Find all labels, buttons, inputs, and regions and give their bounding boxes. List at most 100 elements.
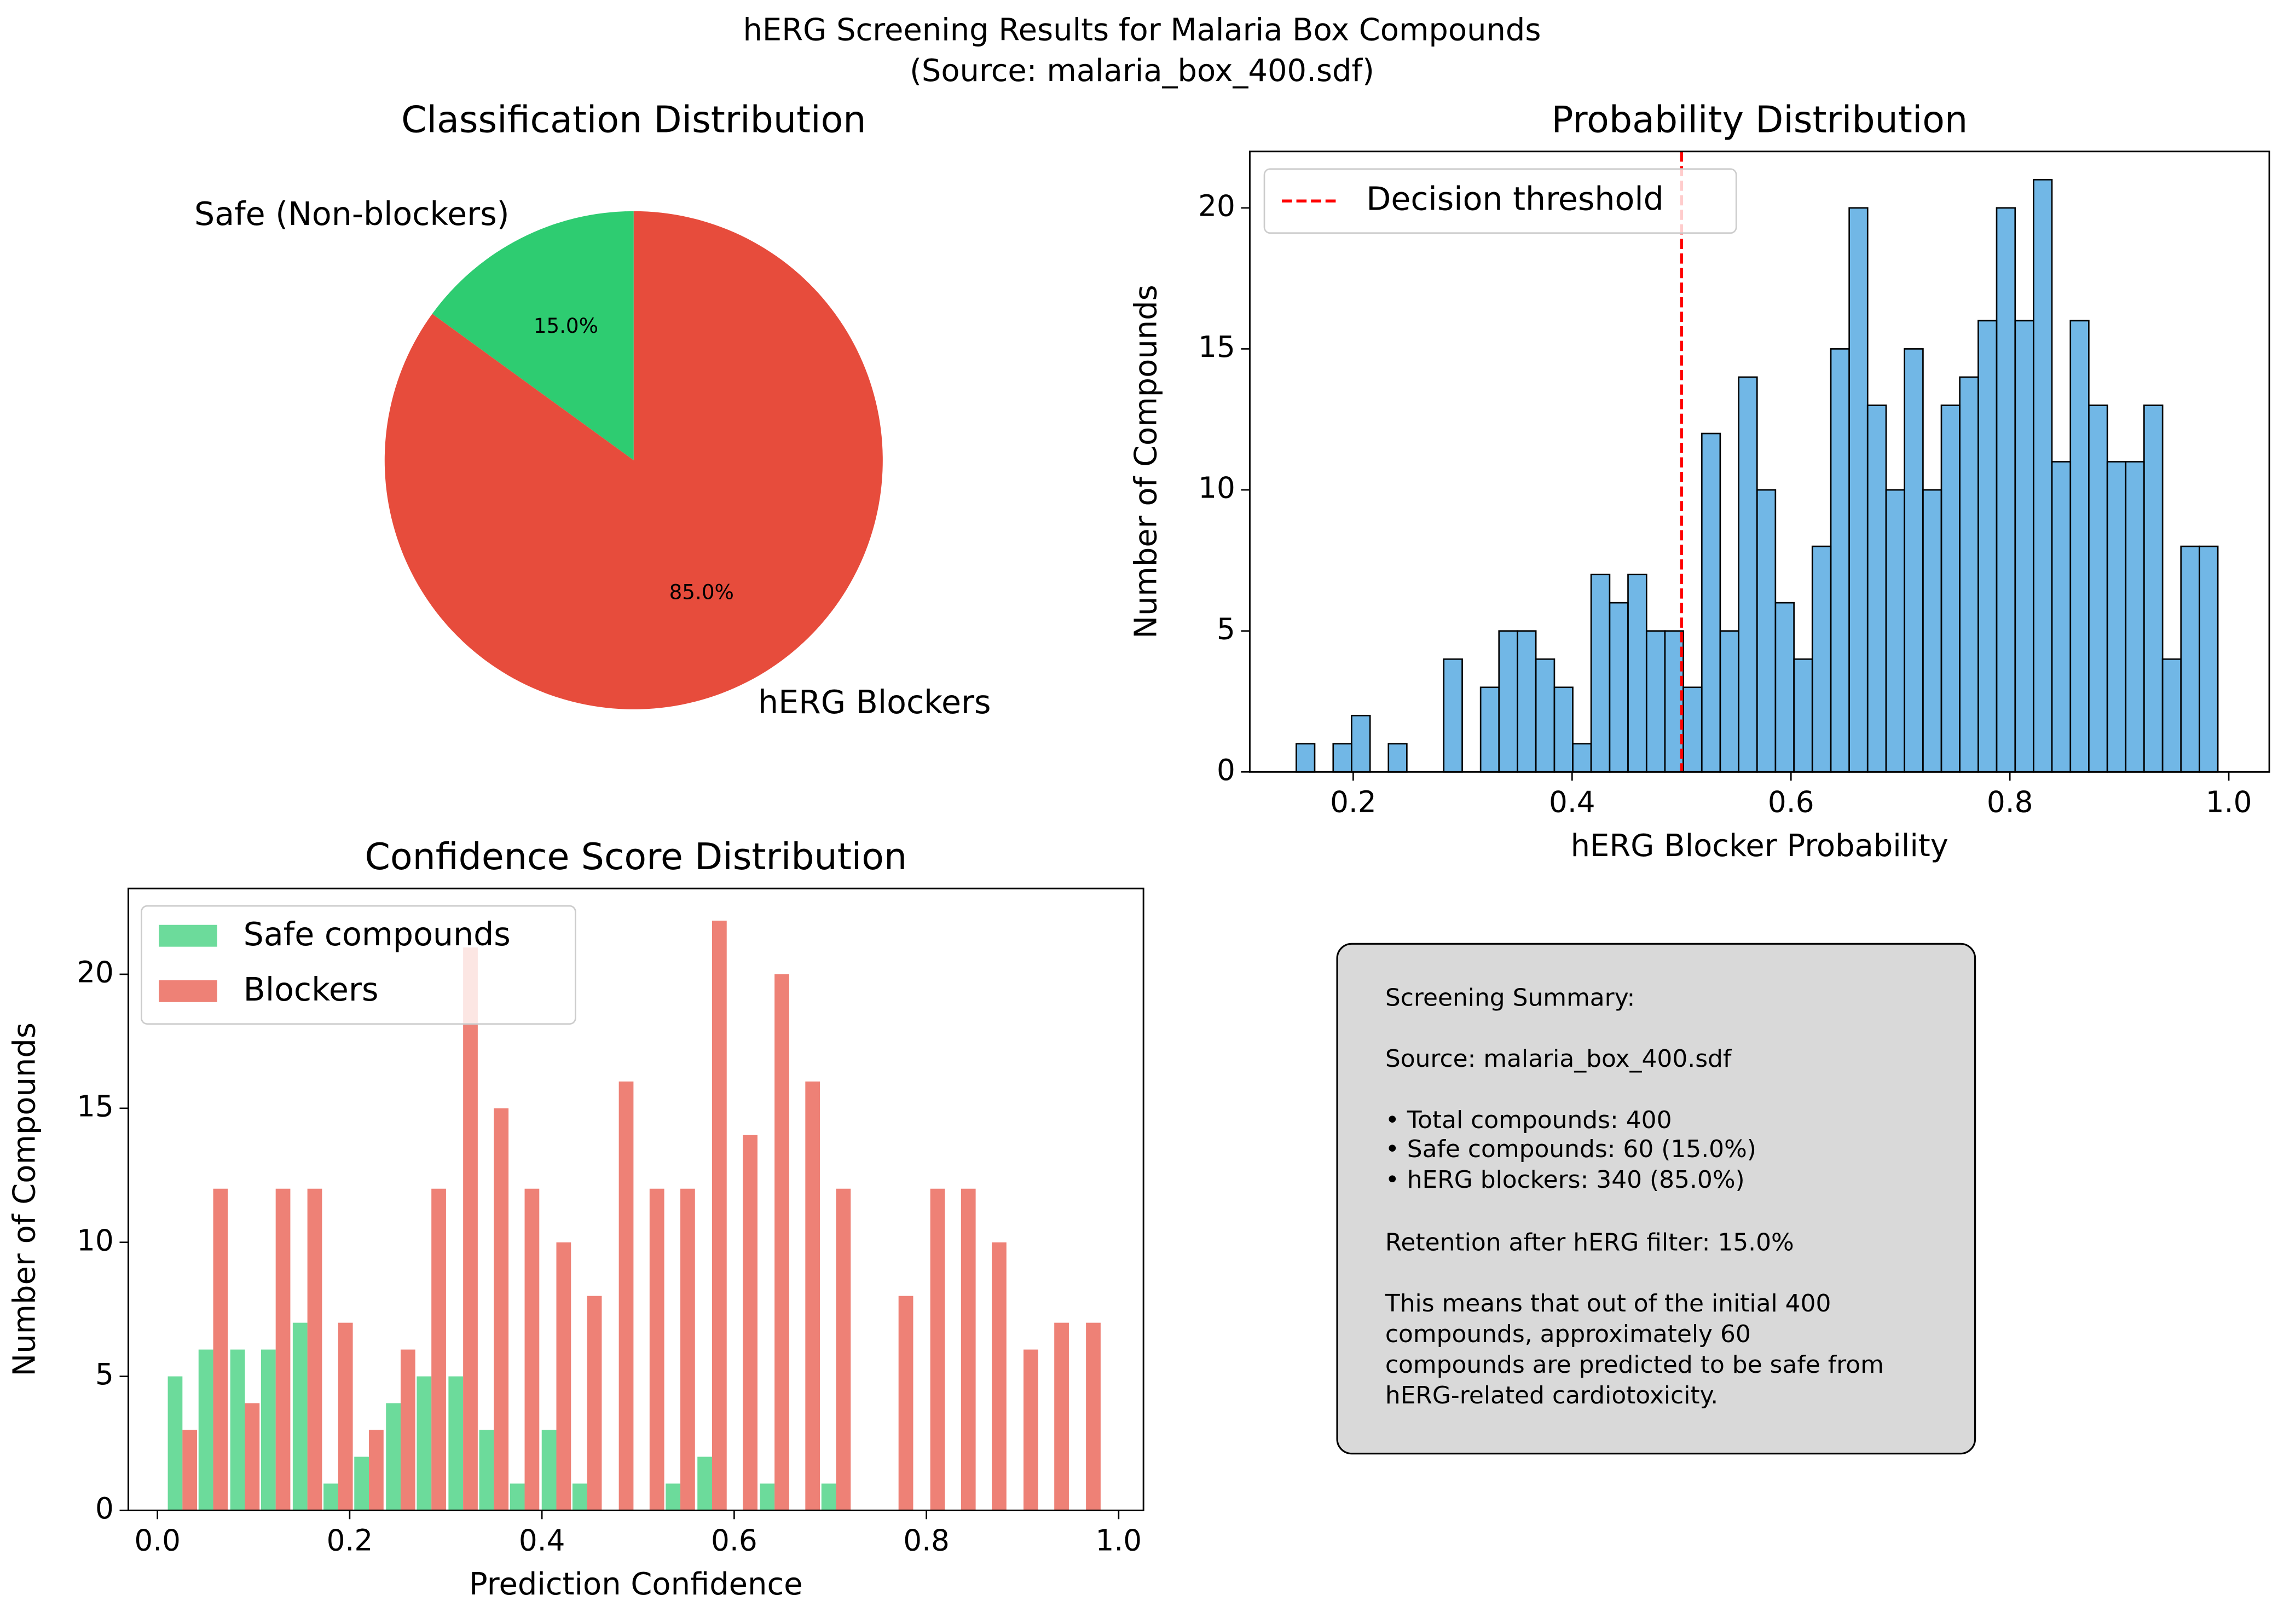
bar — [743, 1135, 758, 1511]
bar — [431, 1188, 446, 1511]
bar — [649, 1188, 664, 1511]
bar — [572, 1483, 587, 1511]
y-tick-label: 0 — [1217, 753, 1235, 787]
bar — [618, 1081, 634, 1511]
histogram-bar — [2088, 404, 2108, 773]
y-tick-label: 20 — [77, 956, 114, 990]
y-axis-label: Number of Compounds — [7, 1022, 42, 1377]
histogram-bar — [1498, 630, 1518, 773]
axes-frame — [127, 887, 1144, 1511]
histogram-bar — [1977, 320, 1998, 773]
histogram-bar — [1535, 658, 1556, 773]
x-tick-label: 0.8 — [903, 1524, 950, 1558]
x-tick-label: 0.8 — [1987, 785, 2033, 819]
y-tick-label: 15 — [77, 1089, 114, 1123]
histogram-bar — [2033, 178, 2053, 773]
histogram-bar — [1572, 743, 1592, 773]
histogram-bar — [1701, 432, 1721, 773]
histogram-bar — [2051, 461, 2072, 773]
legend-swatch — [159, 924, 217, 947]
bar — [292, 1322, 308, 1511]
legend-box — [141, 905, 576, 1025]
bar — [760, 1483, 775, 1511]
x-tick-label: 0.6 — [711, 1524, 758, 1558]
x-tick-label: 0.2 — [327, 1524, 373, 1558]
y-axis-label: Number of Compounds — [1128, 285, 1164, 639]
bar — [479, 1430, 494, 1511]
pie-value-label: 15.0% — [534, 314, 598, 338]
legend-swatch — [159, 980, 217, 1002]
pie-value-label: 85.0% — [669, 580, 734, 604]
chart-title: Confidence Score Distribution — [365, 835, 907, 878]
bar — [930, 1188, 945, 1511]
legend-label: Blockers — [244, 971, 379, 1008]
histogram-bar — [2180, 545, 2200, 773]
summary: Screening Summary: Source: malaria_box_4… — [1385, 984, 1884, 1409]
bar — [961, 1188, 976, 1511]
bar — [167, 1376, 183, 1511]
bar — [821, 1483, 836, 1511]
bar — [836, 1188, 851, 1511]
summary-source: Source: malaria_box_400.sdf — [1385, 1045, 1732, 1073]
summary-bullet: • Total compounds: 400 — [1385, 1106, 1672, 1134]
summary-note: hERG-related cardiotoxicity. — [1385, 1382, 1718, 1409]
summary-bullet: • Safe compounds: 60 (15.0%) — [1385, 1135, 1756, 1163]
summary-retention: Retention after hERG filter: 15.0% — [1385, 1228, 1794, 1256]
x-tick-label: 1.0 — [1096, 1524, 1142, 1558]
bar — [494, 1108, 509, 1511]
bar — [712, 920, 727, 1511]
y-tick-label: 15 — [1198, 330, 1235, 364]
y-tick-label: 10 — [1198, 471, 1235, 505]
summary-note: compounds, approximately 60 — [1385, 1320, 1751, 1348]
histogram-bar — [1351, 714, 1371, 773]
bar — [386, 1403, 401, 1511]
bar — [182, 1430, 198, 1511]
pie-slice — [432, 211, 634, 460]
histogram-bar — [1830, 348, 1850, 773]
histogram-bar — [1904, 348, 1924, 773]
x-tick-label: 0.6 — [1768, 785, 1814, 819]
chart-title: Probability Distribution — [1551, 99, 1968, 141]
bar — [541, 1430, 557, 1511]
histogram-bar — [1296, 743, 1316, 773]
bar — [275, 1188, 291, 1511]
histogram-bar — [1682, 686, 1703, 773]
histogram-bar — [1756, 489, 1777, 773]
histogram-bar — [2014, 320, 2034, 773]
y-tick-label: 5 — [95, 1357, 114, 1391]
bar — [680, 1188, 695, 1511]
bar — [307, 1188, 322, 1511]
legend-label: Decision threshold — [1366, 180, 1663, 217]
suptitle: (Source: malaria_box_400.sdf) — [910, 53, 1374, 89]
summary-heading: Screening Summary: — [1385, 984, 1635, 1012]
bar — [354, 1457, 369, 1511]
bar — [1054, 1322, 1069, 1511]
histogram-bar — [1922, 489, 1942, 773]
bar — [556, 1242, 571, 1511]
x-axis-label: Prediction Confidence — [469, 1567, 802, 1602]
x-tick-label: 0.4 — [519, 1524, 565, 1558]
histogram-bar — [1387, 743, 1408, 773]
bar — [992, 1242, 1007, 1511]
histogram-bar — [1332, 743, 1352, 773]
legend-box — [1263, 168, 1737, 234]
summary-bullet: • hERG blockers: 340 (85.0%) — [1385, 1166, 1745, 1194]
pie-slice — [384, 211, 883, 709]
bar — [587, 1296, 602, 1511]
histogram-bar — [1590, 574, 1611, 773]
x-tick-label: 0.0 — [134, 1524, 181, 1558]
histogram-bar — [1609, 602, 1629, 773]
pie-label: Safe (Non-blockers) — [194, 195, 510, 233]
y-tick-label: 0 — [95, 1492, 114, 1525]
summary-note: This means that out of the initial 400 — [1385, 1290, 1831, 1317]
bar — [245, 1403, 260, 1511]
pie-label: hERG Blockers — [758, 684, 991, 721]
histogram-bar — [1645, 630, 1666, 773]
histogram-bar — [1811, 545, 1832, 773]
summary-note: compounds are predicted to be safe from — [1385, 1351, 1884, 1379]
bar — [198, 1349, 213, 1511]
bar — [261, 1349, 276, 1511]
bar — [697, 1457, 712, 1511]
histogram-bar — [1866, 404, 1887, 773]
